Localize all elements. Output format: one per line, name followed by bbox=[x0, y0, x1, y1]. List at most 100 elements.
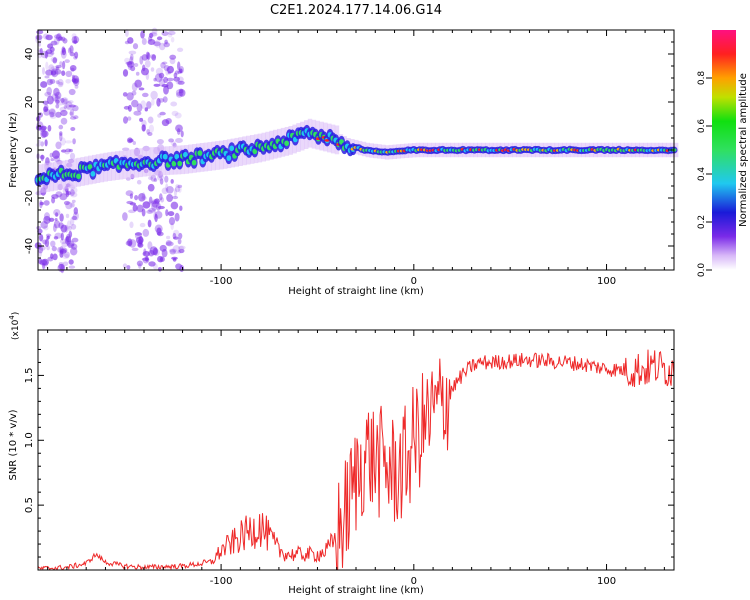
spectrogram-noise-blob bbox=[166, 194, 174, 202]
spectrogram-noise-blob bbox=[142, 64, 146, 72]
spectrogram-noise-blob bbox=[156, 139, 164, 145]
spectrogram-noise-blob bbox=[147, 219, 152, 228]
spectrogram-noise-blob bbox=[175, 138, 183, 143]
spectrogram-noise-blob bbox=[136, 260, 143, 267]
spectrogram-noise-blob bbox=[174, 70, 180, 75]
spectrogram-noise-blob bbox=[148, 35, 153, 42]
spectrogram-noise-blob bbox=[40, 125, 47, 131]
spectrogram-noise-blob bbox=[141, 196, 147, 201]
spectrogram-noise-blob bbox=[147, 183, 155, 192]
snr-ticks: -100 0 100 0.5 1.0 1.5 bbox=[24, 330, 674, 587]
spectrogram-noise-blob bbox=[66, 236, 70, 243]
spectrogram-noise-blob bbox=[60, 232, 64, 241]
spectrogram-noise-blob bbox=[147, 116, 154, 124]
spectrogram-noise-blob bbox=[178, 248, 185, 254]
spectrogram-noise-blob bbox=[153, 178, 158, 182]
spectrogram-noise-blob bbox=[165, 183, 169, 192]
spectrogram-ticks: -100 0 100 -40 -20 0 20 40 bbox=[24, 30, 674, 287]
spectrogram-noise-blob bbox=[59, 131, 63, 136]
spectrogram-noise-blob bbox=[68, 88, 76, 96]
spectrogram-noise-blob bbox=[60, 50, 67, 59]
spectrogram-noise-blob bbox=[129, 221, 134, 229]
spectrogram-noise-blob bbox=[71, 74, 75, 80]
spectrogram-noise-blob bbox=[71, 243, 78, 250]
spectrogram-noise-blob bbox=[71, 199, 76, 203]
spectrogram-track-core bbox=[229, 145, 235, 152]
spectrogram-noise-blob bbox=[159, 111, 166, 116]
spectrogram-noise-blob bbox=[60, 117, 68, 125]
spectrogram-noise-blob bbox=[141, 208, 146, 217]
spectrogram-noise-blob bbox=[173, 236, 179, 240]
spectrogram-noise-blob bbox=[131, 99, 139, 108]
spectrogram-track-core bbox=[284, 140, 289, 147]
snr-multiplier-exp: 4 bbox=[8, 315, 16, 320]
spectrogram-noise-blob bbox=[67, 47, 72, 54]
spectrogram-noise-blob bbox=[147, 39, 156, 45]
spectrogram-noise-blob bbox=[169, 54, 177, 60]
spectrogram-noise-blob bbox=[154, 198, 160, 204]
spectrogram-noise-blob bbox=[39, 154, 45, 160]
spectrogram-noise-blob bbox=[70, 127, 76, 131]
spectrogram-noise-blob bbox=[73, 56, 78, 60]
spectrogram-noise-blob bbox=[52, 57, 58, 64]
spectrogram-noise-blob bbox=[58, 36, 63, 41]
spectrogram-noise-blob bbox=[43, 108, 51, 116]
spectrogram-noise-blob bbox=[63, 105, 67, 109]
spectrogram-noise-blob bbox=[59, 213, 64, 222]
spectrogram-noise-blob bbox=[128, 138, 134, 143]
spectrogram-noise-blob bbox=[174, 186, 181, 193]
spectrogram-noise-blob bbox=[40, 129, 47, 139]
spectrogram-ytick-label: -40 bbox=[24, 238, 35, 254]
spectrogram-noise-blob bbox=[69, 152, 76, 160]
spectrogram-ytick-label: 20 bbox=[24, 96, 35, 109]
spectrogram-noise-blob bbox=[155, 67, 164, 76]
spectrogram-noise-blob bbox=[128, 50, 137, 55]
spectrogram-noise-blob bbox=[172, 232, 177, 239]
spectrogram-noise-blob bbox=[174, 212, 180, 222]
spectrogram-noise-blob bbox=[60, 36, 66, 42]
spectrogram-noise-blob bbox=[151, 54, 156, 61]
spectrogram-noise-blob bbox=[178, 89, 186, 97]
spectrogram-noise-blob bbox=[178, 245, 186, 250]
spectrogram-noise-blob bbox=[58, 262, 64, 266]
spectrogram-noise-blob bbox=[66, 220, 72, 229]
colorbar-tick-label: 0.0 bbox=[697, 263, 707, 278]
spectrogram-xtick-label: 0 bbox=[411, 276, 417, 287]
spectrogram-track-core bbox=[226, 155, 232, 161]
spectrogram-noise-blob bbox=[140, 100, 146, 109]
spectrogram-noise-blob bbox=[37, 246, 44, 254]
spectrogram-noise-blob bbox=[141, 54, 148, 61]
spectrogram-noise-blob bbox=[70, 247, 78, 256]
spectrogram-noise-blob bbox=[150, 174, 157, 182]
spectrogram-noise-blob bbox=[165, 209, 169, 217]
spectrogram-noise-blob bbox=[62, 253, 70, 259]
spectrogram-noise-blob bbox=[70, 192, 78, 198]
spectrogram-noise-blob bbox=[60, 137, 66, 146]
spectrogram-track-core bbox=[171, 160, 177, 167]
spectrogram-noise-blob bbox=[43, 200, 50, 206]
spectrogram-noise-blob bbox=[170, 101, 178, 107]
spectrogram-noise-blob bbox=[172, 195, 179, 200]
spectrogram-noise-blob bbox=[44, 139, 48, 147]
spectrogram-noise-blob bbox=[151, 202, 157, 212]
spectrogram-noise-blob bbox=[139, 117, 144, 122]
spectrogram-noise-blob bbox=[122, 212, 128, 221]
spectrogram-noise-blob bbox=[61, 241, 68, 248]
spectrogram-noise-blob bbox=[50, 56, 58, 63]
spectrogram-noise-blob bbox=[178, 245, 185, 254]
spectrogram-noise-blob bbox=[122, 69, 129, 77]
spectrogram-noise-blob bbox=[179, 205, 183, 211]
spectrogram-noise-blob bbox=[144, 60, 151, 68]
spectrogram-noise-blob bbox=[126, 92, 134, 101]
snr-ylabel: SNR (10 * v/v) bbox=[8, 409, 19, 480]
spectrogram-noise-blob bbox=[38, 233, 44, 242]
spectrogram-noise-blob bbox=[60, 97, 65, 103]
spectrogram-noise-blob bbox=[49, 109, 56, 118]
spectrogram-noise-blob bbox=[149, 246, 158, 256]
spectrogram-noise-blob bbox=[70, 186, 78, 194]
spectrogram-noise-blob bbox=[46, 235, 51, 240]
spectrogram-noise-blob bbox=[150, 90, 158, 100]
spectrogram-xtick-label: 100 bbox=[597, 276, 616, 287]
spectrogram-noise-blob bbox=[142, 251, 150, 257]
spectrogram-noise-blob bbox=[177, 184, 183, 188]
